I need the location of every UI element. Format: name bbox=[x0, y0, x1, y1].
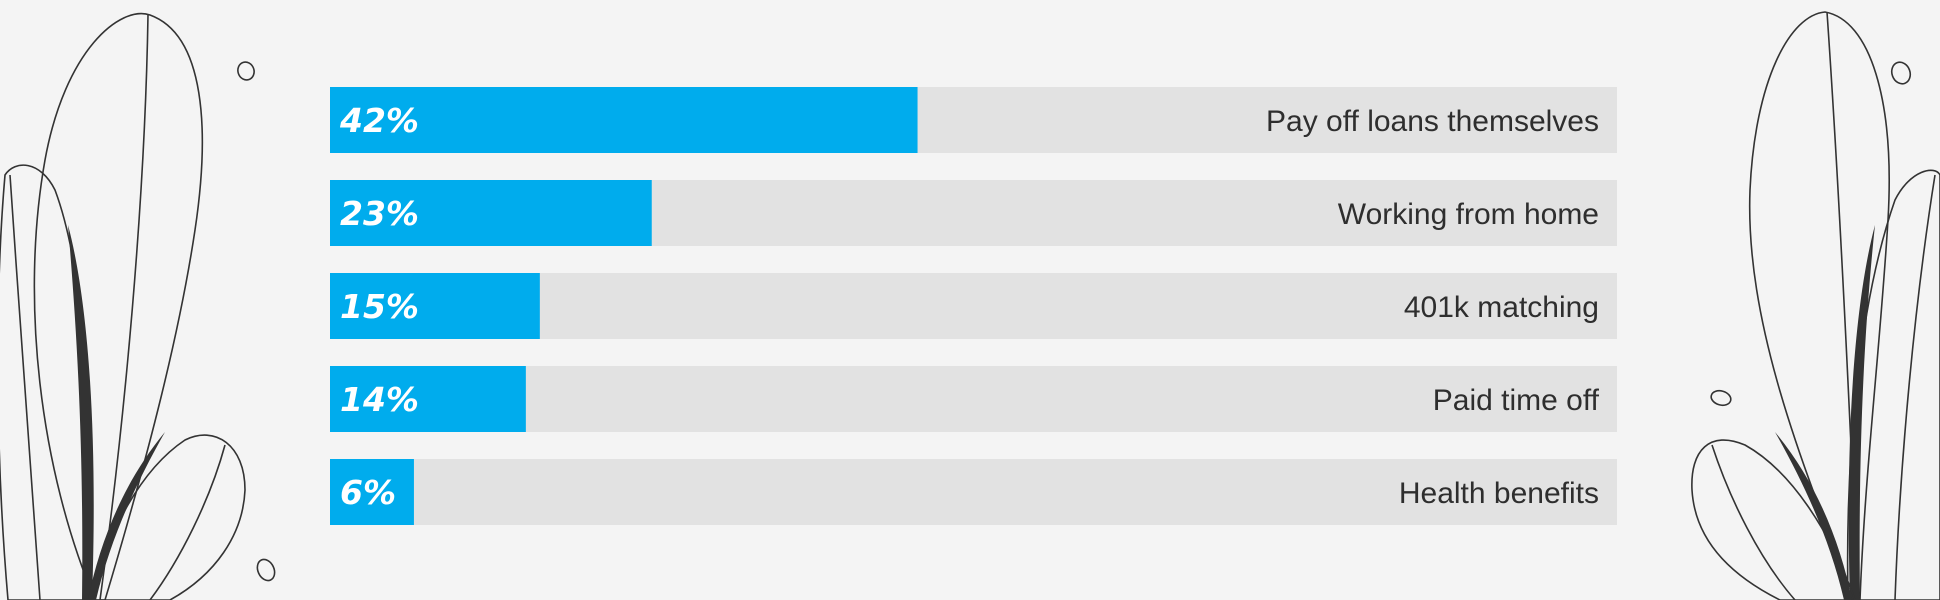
bar-row: 42% Pay off loans themselves bbox=[330, 87, 1617, 153]
seed-dot-icon bbox=[237, 61, 255, 81]
leaf-icon bbox=[1691, 439, 1856, 600]
bar-category-label: Health benefits bbox=[1399, 477, 1599, 510]
bar bbox=[330, 366, 526, 432]
bars-group: 42% Pay off loans themselves 23% Working fr… bbox=[330, 87, 1617, 525]
bar bbox=[330, 459, 414, 525]
bar-row: 14% Paid time off bbox=[330, 366, 1617, 432]
bar-value-label: 15% bbox=[340, 287, 419, 326]
bar-row: 6% Health benefits bbox=[330, 459, 1617, 525]
leaf-icon bbox=[33, 12, 204, 600]
leaf-shadow-icon bbox=[1775, 432, 1852, 600]
leaf-icon bbox=[1748, 11, 1890, 600]
bar bbox=[330, 180, 652, 246]
leaf-shadow-icon bbox=[68, 225, 94, 600]
left-plant-decoration bbox=[0, 12, 276, 600]
bar-track bbox=[330, 459, 1617, 525]
right-plant-decoration bbox=[1691, 11, 1940, 600]
bar-value-label: 23% bbox=[340, 194, 419, 233]
leaf-vein-icon bbox=[1711, 444, 1796, 600]
bar-row: 23% Working from home bbox=[330, 180, 1617, 246]
bar-value-label: 6% bbox=[340, 473, 396, 512]
bar bbox=[330, 87, 918, 153]
bar-track bbox=[330, 273, 1617, 339]
bar-category-label: 401k matching bbox=[1404, 291, 1599, 324]
bar-category-label: Pay off loans themselves bbox=[1266, 105, 1599, 138]
bar-value-label: 14% bbox=[340, 380, 419, 419]
leaf-vein-icon bbox=[99, 14, 149, 600]
bar-value-label: 42% bbox=[339, 101, 419, 140]
seed-dot-icon bbox=[1890, 61, 1912, 85]
bar-category-label: Paid time off bbox=[1433, 384, 1600, 417]
seed-dot-icon bbox=[256, 558, 276, 582]
leaf-vein-icon bbox=[9, 174, 41, 600]
leaf-shadow-icon bbox=[1848, 225, 1875, 600]
bar bbox=[330, 273, 540, 339]
bar-track bbox=[330, 366, 1617, 432]
leaf-shadow-icon bbox=[88, 432, 165, 600]
bar-row: 15% 401k matching bbox=[330, 273, 1617, 339]
seed-dot-icon bbox=[1710, 389, 1732, 407]
leaf-vein-icon bbox=[149, 444, 226, 600]
leaf-vein-icon bbox=[1894, 174, 1936, 600]
bar-category-label: Working from home bbox=[1338, 198, 1599, 231]
